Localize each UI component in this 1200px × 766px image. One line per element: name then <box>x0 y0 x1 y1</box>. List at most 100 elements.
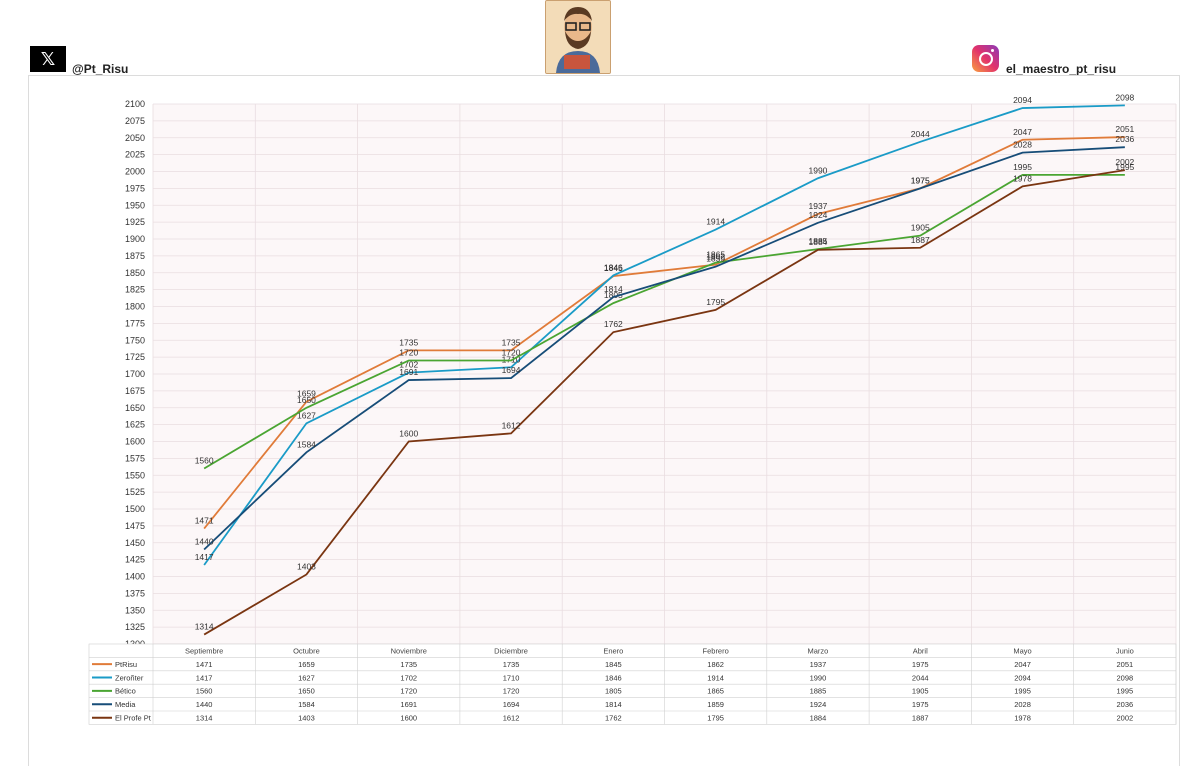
y-tick-label: 1850 <box>125 268 145 278</box>
y-tick-label: 1375 <box>125 588 145 598</box>
data-label: 1924 <box>808 210 827 220</box>
x-logo-icon: 𝕏 <box>30 46 66 72</box>
category-label: Mayo <box>1013 647 1031 656</box>
y-tick-label: 1875 <box>125 251 145 261</box>
data-label: 1865 <box>706 250 725 260</box>
y-tick-label: 1350 <box>125 605 145 615</box>
data-label: 1735 <box>502 337 521 347</box>
table-cell: 1937 <box>810 660 827 669</box>
y-tick-label: 1550 <box>125 470 145 480</box>
table-cell: 2036 <box>1117 700 1134 709</box>
data-label: 1720 <box>502 348 521 358</box>
table-cell: 1659 <box>298 660 315 669</box>
table-cell: 2047 <box>1014 660 1031 669</box>
data-label: 1471 <box>195 516 214 526</box>
data-label: 1627 <box>297 410 316 420</box>
data-label: 1314 <box>195 622 214 632</box>
table-cell: 1885 <box>810 687 827 696</box>
data-label: 2002 <box>1115 157 1134 167</box>
data-label: 2036 <box>1115 134 1134 144</box>
table-cell: 1720 <box>503 687 520 696</box>
data-label: 2028 <box>1013 140 1032 150</box>
table-cell: 1702 <box>400 673 417 682</box>
table-cell: 1440 <box>196 700 213 709</box>
category-label: Septiembre <box>185 647 223 656</box>
y-tick-label: 1725 <box>125 352 145 362</box>
data-label: 2051 <box>1115 124 1134 134</box>
legend-entry: El Profe Pt <box>115 714 152 723</box>
table-cell: 2094 <box>1014 673 1031 682</box>
data-label: 1978 <box>1013 173 1032 183</box>
table-cell: 1846 <box>605 673 622 682</box>
legend-entry: Bético <box>115 687 136 696</box>
category-label: Marzo <box>808 647 829 656</box>
table-cell: 2098 <box>1117 673 1134 682</box>
data-label: 1885 <box>808 236 827 246</box>
table-cell: 1314 <box>196 714 213 723</box>
series-line-4 <box>203 169 1125 636</box>
table-cell: 1471 <box>196 660 213 669</box>
y-tick-label: 1700 <box>125 369 145 379</box>
y-tick-label: 1775 <box>125 318 145 328</box>
y-tick-label: 2075 <box>125 116 145 126</box>
table-cell: 1978 <box>1014 714 1031 723</box>
category-label: Febrero <box>703 647 729 656</box>
data-label: 2098 <box>1115 92 1134 102</box>
y-tick-label: 1900 <box>125 234 145 244</box>
table-cell: 1990 <box>810 673 827 682</box>
category-label: Abril <box>913 647 928 656</box>
data-label: 1914 <box>706 217 725 227</box>
y-tick-label: 2100 <box>125 99 145 109</box>
table-cell: 1735 <box>503 660 520 669</box>
y-tick-label: 1400 <box>125 572 145 582</box>
y-tick-label: 2025 <box>125 150 145 160</box>
table-cell: 1862 <box>707 660 724 669</box>
y-tick-label: 1675 <box>125 386 145 396</box>
series-line-0 <box>203 136 1125 530</box>
data-label: 1905 <box>911 223 930 233</box>
table-cell: 1995 <box>1014 687 1031 696</box>
data-label: 2047 <box>1013 127 1032 137</box>
table-cell: 1627 <box>298 673 315 682</box>
data-label: 1859 <box>706 254 725 264</box>
y-tick-label: 1975 <box>125 183 145 193</box>
data-label: 1735 <box>399 337 418 347</box>
instagram-icon <box>972 45 999 72</box>
category-label: Noviembre <box>391 647 427 656</box>
legend-entry: Media <box>115 700 136 709</box>
table-cell: 1720 <box>400 687 417 696</box>
data-label: 1814 <box>604 284 623 294</box>
table-cell: 1560 <box>196 687 213 696</box>
table-cell: 1735 <box>400 660 417 669</box>
y-tick-label: 1650 <box>125 403 145 413</box>
data-label: 1702 <box>399 360 418 370</box>
data-label: 1975 <box>911 175 930 185</box>
data-label: 1884 <box>808 237 827 247</box>
y-tick-label: 1475 <box>125 521 145 531</box>
data-label: 1710 <box>502 354 521 364</box>
y-tick-label: 1800 <box>125 302 145 312</box>
table-cell: 1694 <box>503 700 520 709</box>
data-label: 1659 <box>297 389 316 399</box>
table-cell: 1403 <box>298 714 315 723</box>
data-label: 1694 <box>502 365 521 375</box>
data-label: 1762 <box>604 319 623 329</box>
table-cell: 1975 <box>912 700 929 709</box>
y-tick-label: 2000 <box>125 167 145 177</box>
y-tick-label: 1750 <box>125 335 145 345</box>
data-label: 1417 <box>195 552 214 562</box>
table-cell: 2044 <box>912 673 929 682</box>
data-label: 1862 <box>706 252 725 262</box>
series-line-2 <box>203 173 1125 470</box>
table-cell: 1691 <box>400 700 417 709</box>
y-tick-label: 1625 <box>125 420 145 430</box>
y-tick-label: 1450 <box>125 538 145 548</box>
table-cell: 1584 <box>298 700 315 709</box>
table-cell: 1905 <box>912 687 929 696</box>
data-label: 1990 <box>808 165 827 175</box>
y-tick-label: 1325 <box>125 622 145 632</box>
y-tick-label: 1825 <box>125 285 145 295</box>
chart-frame <box>28 75 1180 766</box>
table-cell: 1887 <box>912 714 929 723</box>
data-label: 1440 <box>195 537 214 547</box>
